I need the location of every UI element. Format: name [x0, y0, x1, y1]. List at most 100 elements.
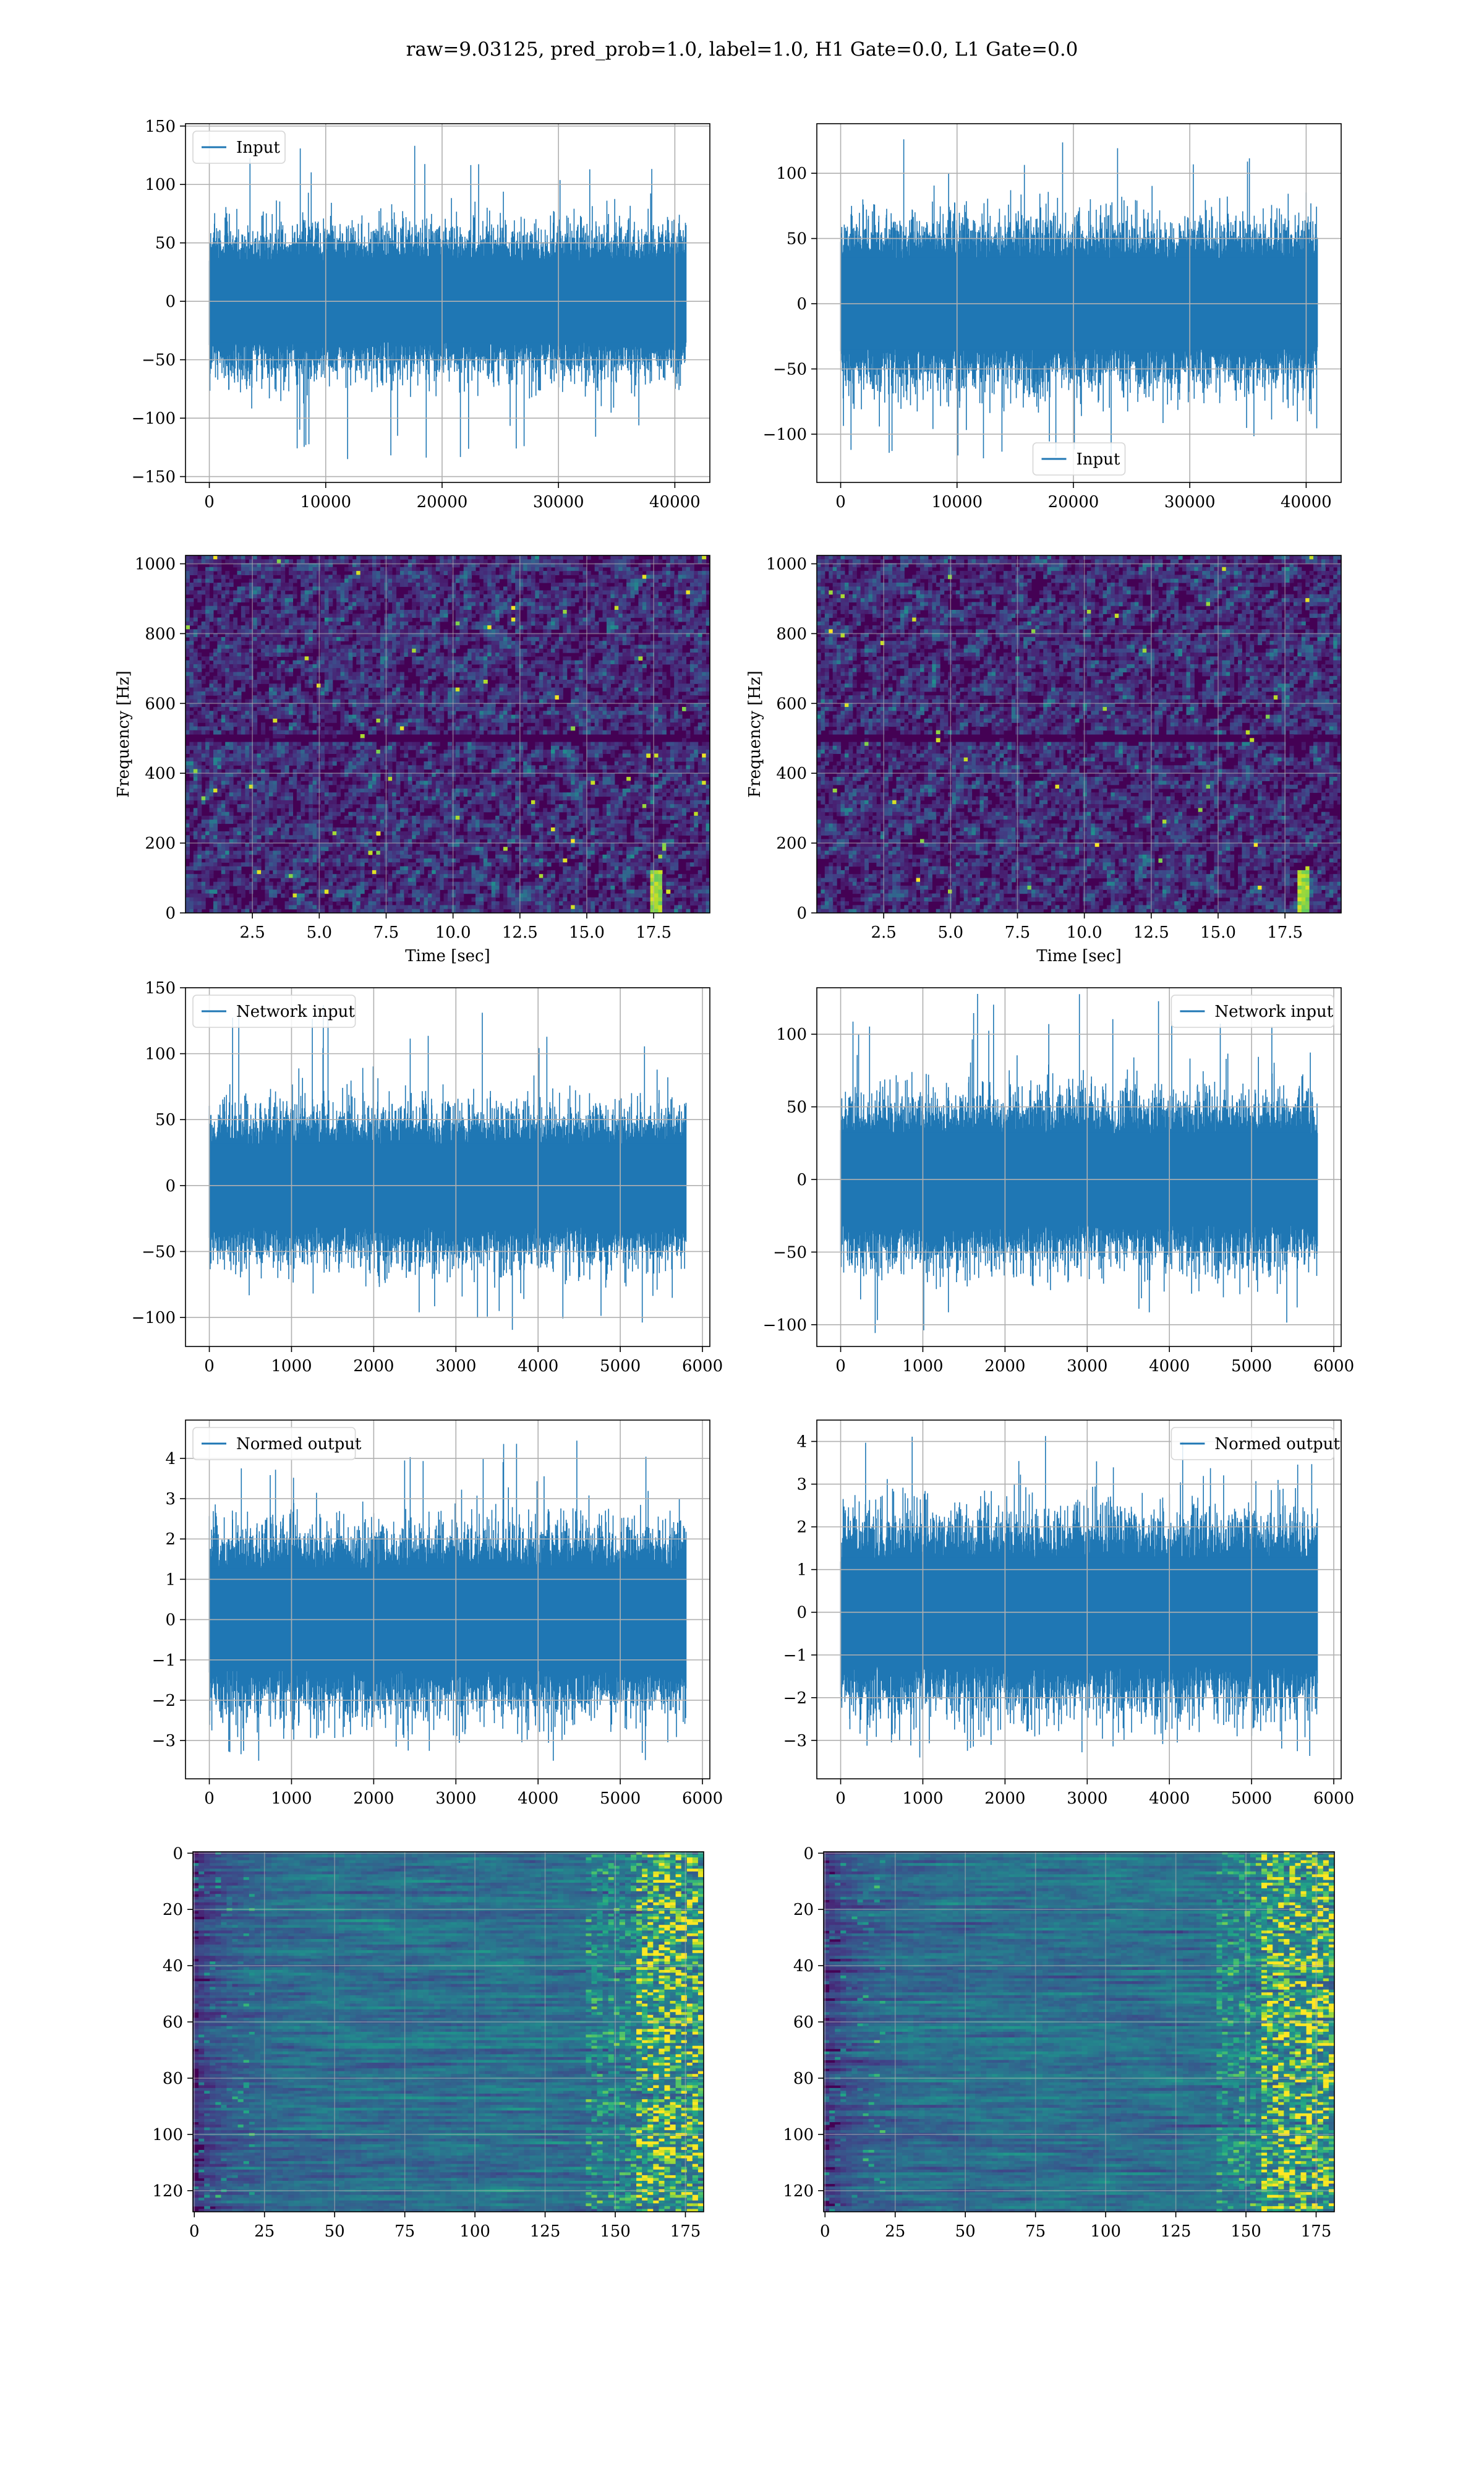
x-tick-label: 10000 [931, 493, 983, 511]
x-tick-label: 15.0 [1200, 923, 1236, 942]
panel-normed-output-h1: 0 1000 2000 3000 4000 5000 6000 −3 −2 −1 0 1 2 3 4 Norm… [152, 1419, 723, 1808]
ticks: 0 25 50 75 100 125 150 175 0 20 40 60 80 100 120 [783, 1844, 1331, 2241]
x-tick-label: 5000 [600, 1357, 641, 1376]
y-tick-label: −50 [773, 1243, 807, 1262]
ticks: 0 10000 20000 30000 40000 −150 −100 −50 0 50 100 15… [132, 118, 701, 511]
x-tick-label: 2000 [353, 1357, 394, 1376]
x-tick-label: 5000 [600, 1789, 641, 1808]
x-tick-label: 175 [1301, 2222, 1332, 2241]
y-tick-label: 0 [796, 295, 807, 314]
legend-label: Normed output [1214, 1435, 1340, 1453]
ticks: 0 10000 20000 30000 40000 −100 −50 0 50 100 [763, 165, 1332, 511]
axes-frame [816, 123, 1342, 483]
y-tick-label: 40 [163, 1957, 183, 1975]
y-axis-label: Frequency [Hz] [114, 670, 133, 798]
grid-lines [817, 124, 1341, 482]
y-tick-label: 0 [803, 1844, 814, 1863]
x-tick-label: 1000 [902, 1357, 943, 1376]
x-tick-label: 2000 [984, 1789, 1025, 1808]
x-tick-label: 2.5 [239, 923, 265, 942]
axes-frame [185, 555, 710, 914]
y-tick-label: 150 [145, 118, 176, 136]
y-tick-label: −100 [132, 1309, 176, 1327]
y-tick-label: 600 [145, 695, 176, 713]
grid-lines [824, 1852, 1334, 2212]
y-tick-label: 50 [787, 230, 807, 249]
x-tick-label: 4000 [518, 1789, 558, 1808]
x-tick-label: 7.5 [373, 923, 399, 942]
panel-spectrogram-l1: 2.5 5.0 7.5 10.0 12.5 15.0 17.5 0 200 400 600 800 10… [746, 555, 1342, 965]
y-tick-label: −3 [152, 1732, 176, 1750]
x-tick-label: 0 [204, 1357, 215, 1376]
x-tick-label: 175 [670, 2222, 701, 2241]
legend-label: Input [1077, 450, 1120, 469]
plot-area [193, 1852, 704, 2212]
y-tick-label: −50 [773, 361, 807, 379]
plot-area [840, 994, 1318, 1333]
y-tick-label: 50 [155, 234, 176, 253]
panel-feature-map-h1: 0 25 50 75 100 125 150 175 0 20 40 60 80 100 120 [152, 1844, 704, 2241]
y-tick-label: 60 [163, 2013, 183, 2032]
x-tick-label: 20000 [417, 493, 468, 511]
y-tick-label: 2 [165, 1530, 176, 1549]
figure-title: raw=9.03125, pred_prob=1.0, label=1.0, H… [0, 38, 1484, 61]
y-tick-label: −100 [763, 426, 807, 444]
y-tick-label: −150 [132, 468, 176, 487]
y-tick-label: −50 [142, 351, 176, 370]
x-tick-label: 17.5 [636, 923, 672, 942]
y-tick-label: 100 [145, 1045, 176, 1064]
plot-area [208, 145, 687, 460]
y-tick-label: 80 [163, 2070, 183, 2088]
x-tick-label: 5.0 [307, 923, 332, 942]
y-tick-label: 800 [776, 625, 807, 643]
legend: Network input [1171, 995, 1334, 1028]
y-tick-label: 50 [155, 1111, 176, 1129]
y-tick-label: 0 [165, 293, 176, 311]
y-tick-label: 0 [165, 904, 176, 923]
axes-frame [185, 123, 710, 483]
x-tick-label: 75 [394, 2222, 415, 2241]
y-tick-label: 200 [776, 834, 807, 853]
y-tick-label: −1 [152, 1651, 176, 1670]
ticks: 0 1000 2000 3000 4000 5000 6000 −3 −2 −1 0 1 2 3 4 [152, 1450, 723, 1808]
axes-frame [185, 1419, 710, 1779]
x-tick-label: 1000 [902, 1789, 943, 1808]
y-tick-label: 50 [787, 1098, 807, 1117]
grid-lines [186, 555, 710, 914]
y-tick-label: 0 [796, 904, 807, 923]
x-tick-label: 7.5 [1005, 923, 1030, 942]
panel-network-input-h1: 0 1000 2000 3000 4000 5000 6000 −100 −50 0 50 100 15… [132, 979, 723, 1376]
x-tick-label: 150 [600, 2222, 631, 2241]
plot-area [186, 555, 710, 913]
y-tick-label: 150 [145, 979, 176, 998]
y-axis-label: Frequency [Hz] [746, 670, 764, 798]
legend-box [192, 131, 286, 164]
grid-lines [817, 988, 1341, 1346]
x-tick-label: 1000 [271, 1357, 312, 1376]
x-tick-label: 0 [204, 493, 215, 511]
x-tick-label: 100 [1090, 2222, 1121, 2241]
y-tick-label: 100 [152, 2126, 183, 2144]
y-tick-label: 400 [145, 764, 176, 783]
ticks: 0 1000 2000 3000 4000 5000 6000 −3 −2 −1 0 1 2 3 4 [783, 1433, 1354, 1808]
y-tick-label: 600 [776, 695, 807, 713]
y-tick-label: 20 [793, 1901, 814, 1919]
panel-network-input-l1: 0 1000 2000 3000 4000 5000 6000 −100 −50 0 50 100 Ne… [763, 987, 1354, 1376]
panel-input-h1: 0 10000 20000 30000 40000 −150 −100 −50 0 50 100 15… [132, 118, 710, 511]
y-tick-label: 80 [793, 2070, 814, 2088]
axes-frame [192, 1851, 704, 2212]
x-tick-label: 12.5 [1133, 923, 1169, 942]
x-tick-label: 6000 [682, 1357, 723, 1376]
x-tick-label: 3000 [435, 1357, 476, 1376]
spectrogram-cells [817, 555, 1341, 913]
x-tick-label: 125 [530, 2222, 561, 2241]
x-tick-label: 3000 [435, 1789, 476, 1808]
x-tick-label: 125 [1161, 2222, 1192, 2241]
x-tick-label: 10.0 [435, 923, 471, 942]
y-tick-label: 1 [165, 1570, 176, 1589]
x-tick-label: 3000 [1067, 1789, 1107, 1808]
legend-label: Normed output [236, 1435, 362, 1453]
legend: Input [192, 131, 286, 164]
x-tick-label: 5000 [1231, 1357, 1272, 1376]
y-tick-label: −2 [152, 1692, 176, 1710]
